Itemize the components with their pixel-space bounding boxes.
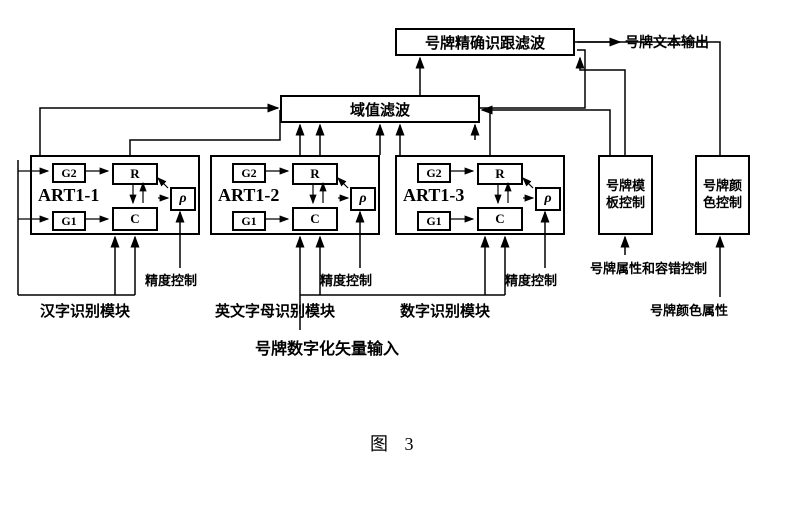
module-2: ART1-2 G2 G1 R C ρ xyxy=(210,155,380,235)
precision-3: 精度控制 xyxy=(505,270,557,289)
module-3-r: R xyxy=(477,163,523,185)
output-label: 号牌文本输出 xyxy=(625,32,709,52)
module-1-c: C xyxy=(112,207,158,231)
module-1: ART1-1 G2 G1 R C ρ xyxy=(30,155,200,235)
module-1-g1: G1 xyxy=(52,211,86,231)
module-1-caption: 汉字识别模块 xyxy=(40,300,130,321)
module-2-name: ART1-2 xyxy=(218,185,279,206)
module-3-g1: G1 xyxy=(417,211,451,231)
color-attr-label: 号牌颜色属性 xyxy=(650,300,728,319)
threshold-box: 域值滤波 xyxy=(280,95,480,123)
module-2-r: R xyxy=(292,163,338,185)
module-1-rho: ρ xyxy=(170,187,196,211)
module-1-name: ART1-1 xyxy=(38,185,99,206)
module-2-caption: 英文字母识别模块 xyxy=(215,300,335,321)
module-3-rho: ρ xyxy=(535,187,561,211)
top-filter-label: 号牌精确识跟滤波 xyxy=(425,32,545,53)
module-3-c: C xyxy=(477,207,523,231)
top-filter-box: 号牌精确识跟滤波 xyxy=(395,28,575,56)
figure-label: 图 3 xyxy=(370,430,420,456)
module-2-g1: G1 xyxy=(232,211,266,231)
module-2-rho: ρ xyxy=(350,187,376,211)
module-3-caption: 数字识别模块 xyxy=(400,300,490,321)
module-1-r: R xyxy=(112,163,158,185)
color-control-box: 号牌颜 色控制 xyxy=(695,155,750,235)
threshold-label: 域值滤波 xyxy=(350,99,410,120)
attr-content-label: 号牌属性和容错控制 xyxy=(590,258,707,277)
precision-2: 精度控制 xyxy=(320,270,372,289)
module-3-name: ART1-3 xyxy=(403,185,464,206)
precision-1: 精度控制 xyxy=(145,270,197,289)
module-3: ART1-3 G2 G1 R C ρ xyxy=(395,155,565,235)
bottom-input-label: 号牌数字化矢量输入 xyxy=(255,335,399,359)
module-2-g2: G2 xyxy=(232,163,266,183)
module-3-g2: G2 xyxy=(417,163,451,183)
module-2-c: C xyxy=(292,207,338,231)
module-1-g2: G2 xyxy=(52,163,86,183)
template-control-box: 号牌模 板控制 xyxy=(598,155,653,235)
diagram-canvas: 号牌精确识跟滤波 域值滤波 号牌文本输出 ART1-1 G2 G1 R C ρ … xyxy=(0,0,800,506)
